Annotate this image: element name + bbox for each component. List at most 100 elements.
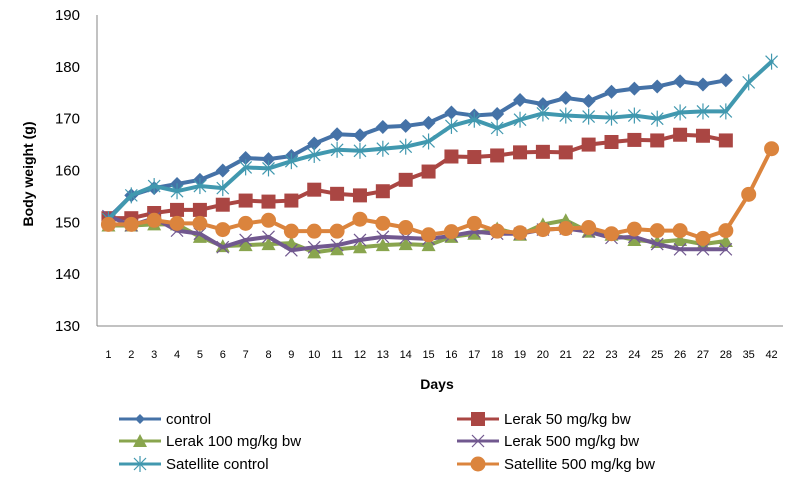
- legend-item: control: [119, 411, 211, 428]
- data-point: [238, 215, 254, 231]
- legend: control Lerak 50 mg/kg bw Lerak 100 mg/kg …: [119, 411, 655, 473]
- data-point: [375, 184, 390, 199]
- data-point: [192, 202, 207, 217]
- data-point: [353, 142, 367, 159]
- data-point: [650, 237, 664, 251]
- legend-marker: [135, 414, 145, 424]
- marker-stroke: [330, 238, 344, 252]
- data-point: [215, 163, 230, 178]
- data-point: [650, 133, 665, 148]
- x-tick-label: 24: [628, 349, 640, 361]
- data-point: [604, 226, 619, 242]
- marker-stroke: [193, 227, 207, 241]
- data-point: [765, 53, 778, 70]
- data-point: [399, 138, 413, 155]
- data-point: [513, 111, 527, 128]
- marker-stroke: [307, 240, 321, 254]
- data-point: [558, 90, 573, 105]
- legend-label: Lerak 500 mg/kg bw: [504, 433, 639, 450]
- data-point: [124, 187, 138, 204]
- y-tick-label: 190: [55, 7, 80, 24]
- data-point: [513, 93, 528, 108]
- data-point: [238, 151, 253, 166]
- marker-stroke: [673, 242, 687, 256]
- legend-item: Lerak 100 mg/kg bw: [119, 433, 301, 450]
- data-point: [100, 216, 116, 232]
- series-satellite-control: [102, 53, 778, 228]
- data-point: [352, 188, 367, 203]
- marker-stroke: [719, 242, 733, 256]
- data-point: [147, 178, 161, 195]
- data-point: [718, 73, 733, 88]
- data-point: [650, 79, 665, 94]
- data-point: [695, 128, 710, 143]
- data-point: [719, 242, 733, 256]
- data-point: [375, 215, 391, 231]
- marker-stroke: [471, 434, 485, 448]
- data-point: [695, 77, 710, 92]
- x-tick-label: 17: [468, 349, 480, 361]
- data-point: [422, 133, 435, 150]
- data-point: [535, 222, 551, 238]
- legend-item: Lerak 50 mg/kg bw: [457, 411, 631, 428]
- x-tick-label: 13: [377, 349, 389, 361]
- x-tick-label: 16: [445, 349, 457, 361]
- data-point: [626, 221, 642, 237]
- data-point: [330, 186, 345, 201]
- data-point: [169, 215, 185, 231]
- marker-stroke: [216, 240, 230, 254]
- data-point: [718, 223, 734, 239]
- legend-item: Lerak 500 mg/kg bw: [457, 433, 639, 450]
- x-tick-label: 42: [765, 349, 777, 361]
- marker-stroke: [284, 243, 298, 257]
- data-point: [695, 230, 711, 246]
- legend-label: Satellite control: [166, 456, 269, 473]
- marker-stroke: [262, 230, 275, 244]
- data-point: [216, 180, 230, 197]
- data-point: [192, 229, 207, 243]
- x-tick-label: 23: [605, 349, 617, 361]
- data-point: [193, 178, 207, 195]
- data-point: [742, 74, 756, 91]
- y-tick-label: 140: [55, 266, 80, 283]
- x-axis: 1 2 3 4 5 6 7 8 9 10 11 12 13 14 15 16 17 18 19 20 21 22 23 24 2…: [97, 325, 783, 361]
- x-tick-label: 22: [583, 349, 595, 361]
- data-point: [398, 118, 413, 133]
- marker-stroke: [696, 242, 710, 256]
- legend-label: control: [166, 411, 211, 428]
- data-point: [170, 183, 184, 200]
- data-point: [261, 152, 276, 167]
- data-point: [467, 150, 482, 165]
- x-tick-label: 18: [491, 349, 503, 361]
- data-point: [307, 136, 322, 151]
- x-tick-label: 14: [400, 349, 412, 361]
- x-axis-title: Days: [420, 376, 454, 392]
- data-point: [718, 133, 733, 148]
- y-tick-label: 180: [55, 59, 80, 76]
- data-point: [261, 194, 276, 209]
- data-point: [490, 148, 505, 163]
- data-point: [535, 97, 550, 112]
- series-layer: [100, 53, 780, 259]
- x-tick-label: 5: [197, 349, 203, 361]
- data-point: [627, 81, 642, 96]
- data-point: [352, 211, 368, 227]
- data-point: [673, 242, 687, 256]
- data-point: [650, 110, 664, 127]
- data-point: [398, 172, 413, 187]
- data-point: [146, 212, 162, 228]
- data-point: [306, 223, 322, 239]
- data-point: [192, 215, 208, 231]
- x-tick-label: 9: [288, 349, 294, 361]
- data-point: [284, 243, 298, 257]
- series-line: [106, 78, 728, 221]
- data-point: [443, 224, 459, 240]
- data-point: [307, 146, 321, 163]
- x-tick-label: 15: [422, 349, 434, 361]
- data-point: [445, 117, 458, 134]
- data-point: [307, 240, 321, 254]
- data-point: [718, 233, 733, 247]
- x-tick-label: 19: [514, 349, 526, 361]
- x-tick-label: 25: [651, 349, 663, 361]
- data-point: [375, 119, 390, 134]
